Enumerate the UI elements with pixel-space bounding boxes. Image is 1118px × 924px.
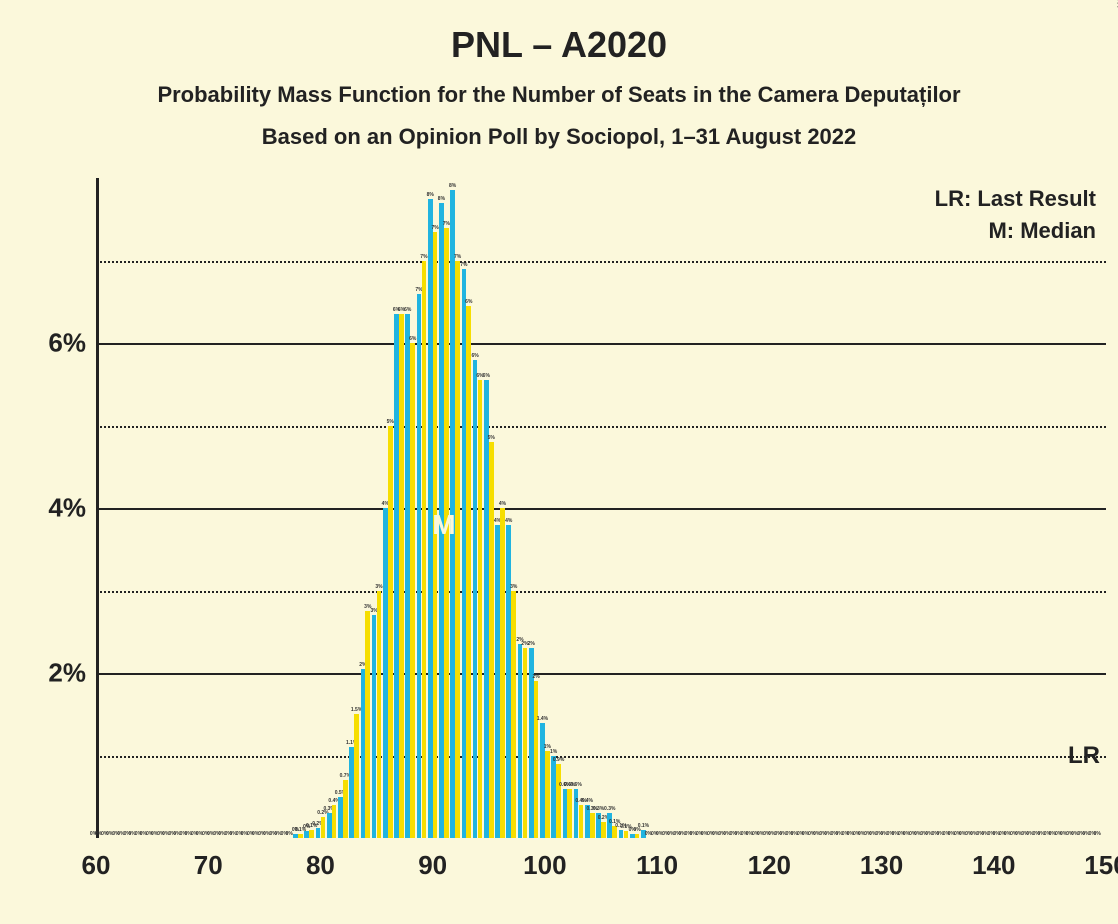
legend-last-result: LR: Last Result: [935, 186, 1096, 212]
y-tick-label: 6%: [48, 328, 86, 359]
legend-median: M: Median: [988, 218, 1096, 244]
x-tick-label: 80: [306, 838, 335, 881]
x-tick-label: 150: [1084, 838, 1118, 881]
lr-marker: LR: [1068, 742, 1100, 770]
x-tick-label: 90: [418, 838, 447, 881]
x-tick-label: 60: [82, 838, 111, 881]
chart-title: PNL – A2020: [0, 0, 1118, 66]
chart-subtitle-1: Probability Mass Function for the Number…: [0, 66, 1118, 108]
x-tick-label: 70: [194, 838, 223, 881]
chart-plot-area: 2%4%6% 0%0%0%0%0%0%0%0%0%0%0%0%0%0%0%0%0…: [96, 178, 1106, 838]
x-tick-label: 110: [636, 838, 678, 881]
copyright-text: © 2022 Filip van Laenen: [1114, 0, 1118, 8]
median-marker: M: [432, 509, 455, 541]
chart-subtitle-2: Based on an Opinion Poll by Sociopol, 1–…: [0, 108, 1118, 150]
y-tick-label: 2%: [48, 658, 86, 689]
x-tick-label: 100: [523, 838, 566, 881]
x-tick-label: 120: [748, 838, 791, 881]
x-tick-label: 140: [972, 838, 1015, 881]
y-tick-label: 4%: [48, 493, 86, 524]
x-tick-label: 130: [860, 838, 903, 881]
